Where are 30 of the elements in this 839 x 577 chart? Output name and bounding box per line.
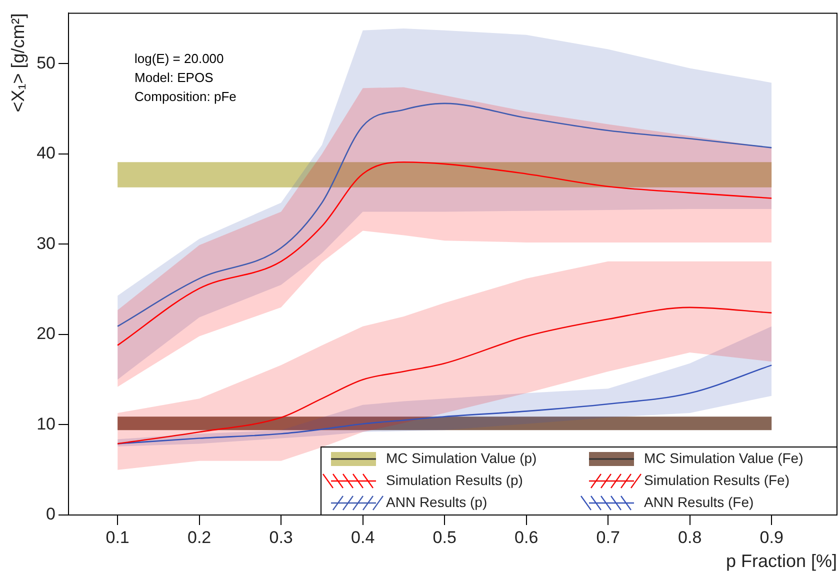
- line-series: [116, 306, 772, 444]
- legend-label: Simulation Results (Fe): [644, 472, 790, 488]
- annotation: Composition: pFe: [134, 88, 236, 104]
- y-tick-label: 0: [46, 504, 56, 524]
- y-tick-label: 30: [36, 234, 56, 253]
- legend-label: ANN Results (p): [386, 494, 488, 510]
- x-tick-label: 0.1: [106, 528, 130, 547]
- annotation: log(E) = 20.000: [134, 50, 224, 66]
- legend-label: MC Simulation Value (p): [386, 450, 537, 466]
- line-series: [116, 102, 772, 328]
- x-tick-label: 0.5: [432, 528, 456, 547]
- y-tick-label: 20: [36, 324, 56, 344]
- annotation: Model: EPOS: [134, 70, 214, 85]
- legend-label: ANN Results (Fe): [644, 494, 754, 510]
- x-tick-label: 0.3: [269, 528, 293, 547]
- line-series: [116, 161, 772, 346]
- y-tick-label: 40: [36, 144, 56, 163]
- x-tick-label: 0.8: [678, 528, 702, 547]
- x-tick-label: 0.9: [760, 528, 784, 547]
- y-tick-label: 50: [36, 53, 56, 72]
- x-tick-label: 0.7: [596, 528, 620, 547]
- x-axis-title: p Fraction [%]: [726, 551, 837, 572]
- legend-label: Simulation Results (p): [386, 472, 523, 488]
- x-tick-label: 0.2: [187, 528, 212, 547]
- y-tick-label: 10: [36, 414, 56, 434]
- y-axis-title: <X₁> [g/cm²]: [8, 13, 28, 112]
- x-tick-label: 0.4: [351, 528, 375, 547]
- x-tick-label: 0.6: [514, 528, 538, 547]
- legend-label: MC Simulation Value (Fe): [644, 450, 804, 466]
- line-series: [116, 364, 772, 444]
